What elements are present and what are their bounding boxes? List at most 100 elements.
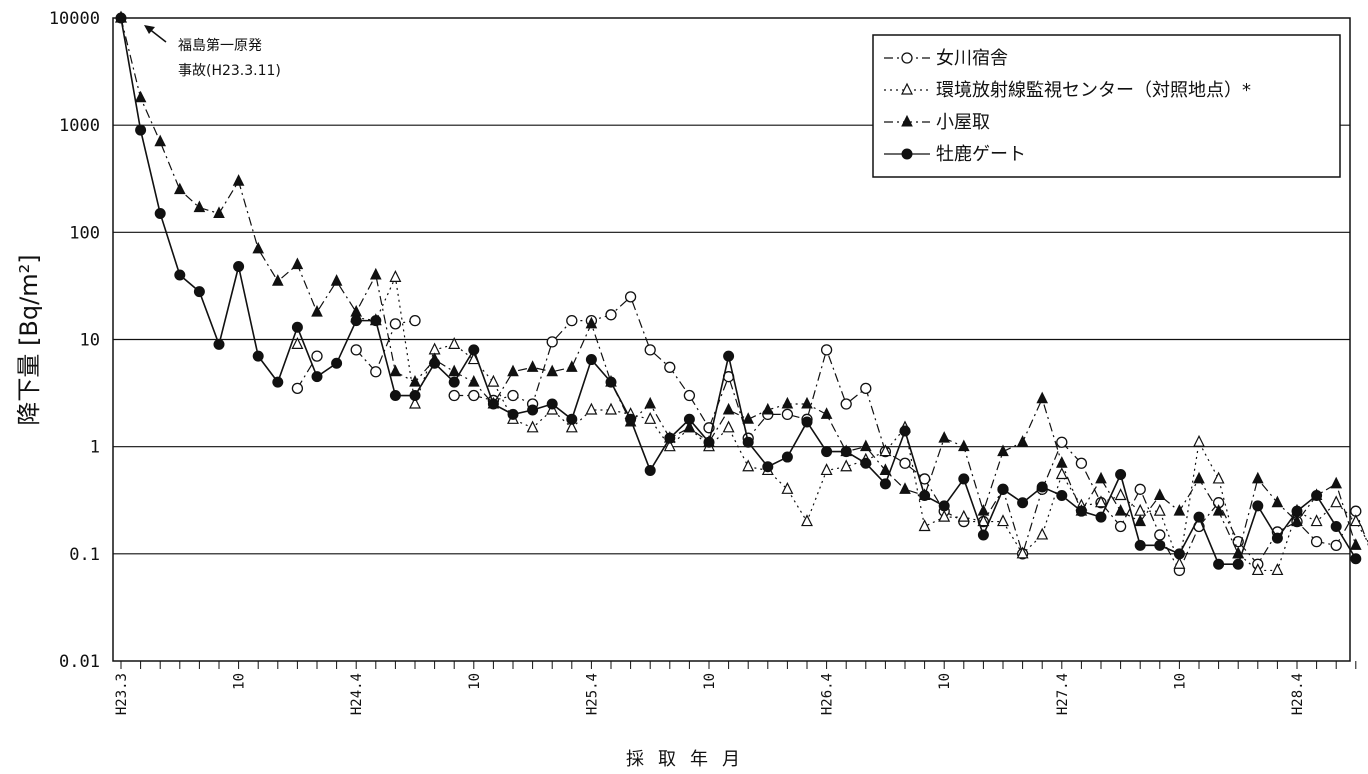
data-point: [233, 260, 245, 272]
data-point: [585, 402, 598, 415]
data-point: [154, 207, 166, 219]
data-point: [1213, 558, 1225, 570]
data-point: [350, 344, 362, 356]
data-point: [232, 174, 245, 186]
data-point: [330, 274, 343, 286]
series-layer: [115, 10, 1368, 577]
data-point: [507, 364, 519, 377]
data-point: [546, 398, 558, 410]
data-point: [1212, 471, 1225, 484]
data-point: [879, 478, 891, 490]
data-point: [977, 514, 990, 527]
data-point: [546, 336, 558, 348]
data-point: [174, 269, 186, 281]
data-point: [1271, 563, 1284, 576]
x-tick-label: 10: [232, 673, 248, 690]
data-point: [938, 500, 950, 512]
data-point: [859, 439, 872, 452]
data-point: [213, 206, 225, 218]
data-point: [487, 398, 499, 410]
data-point: [644, 396, 657, 409]
data-point: [389, 364, 402, 377]
data-point: [1134, 514, 1147, 527]
data-point: [1134, 503, 1147, 516]
series-line: [454, 295, 1368, 572]
legend-item-0: 女川宿舎: [884, 48, 1008, 69]
data-point: [899, 457, 911, 469]
data-point: [1173, 556, 1186, 569]
data-point: [487, 374, 500, 387]
data-point: [526, 420, 539, 433]
legend-label: 小屋取: [936, 112, 990, 133]
data-point: [1016, 546, 1029, 559]
data-point: [291, 257, 304, 270]
data-point: [291, 321, 303, 333]
series-0: [291, 291, 1368, 577]
data-point: [311, 371, 323, 383]
data-point: [997, 514, 1009, 527]
data-point: [1251, 563, 1264, 576]
data-point: [507, 389, 519, 402]
data-point: [1134, 539, 1146, 551]
data-point: [409, 375, 421, 387]
legend-box: [872, 34, 1341, 178]
data-point: [1095, 511, 1107, 523]
data-point: [448, 364, 461, 377]
data-point: [899, 425, 911, 437]
y-axis-ticks: 0.01 0.1 1 10 100 1000 10000: [49, 9, 100, 672]
data-point: [605, 402, 617, 415]
data-point: [291, 337, 304, 350]
data-point: [389, 390, 401, 402]
legend-item-3: 牡鹿ゲート: [884, 144, 1026, 165]
data-point: [1251, 471, 1264, 484]
data-point: [938, 431, 951, 443]
x-tick-label: H26.4: [820, 673, 836, 715]
data-point: [565, 420, 578, 433]
data-point: [957, 509, 970, 522]
y-tick-label: 10000: [49, 9, 100, 29]
data-point: [644, 344, 656, 356]
data-point: [370, 366, 382, 378]
data-point: [1173, 548, 1185, 560]
data-point: [820, 344, 833, 356]
data-point: [840, 459, 853, 472]
data-point: [821, 446, 833, 458]
data-point: [1056, 490, 1068, 502]
data-point: [1193, 471, 1205, 484]
data-point: [664, 361, 676, 373]
data-point: [722, 402, 735, 415]
data-point: [742, 436, 754, 448]
data-point: [722, 420, 735, 433]
data-point: [644, 464, 656, 476]
accident-annotation: 福島第一原発 事故(H23.3.11): [144, 25, 281, 79]
data-point: [252, 241, 265, 254]
data-point: [742, 459, 755, 472]
data-point: [448, 337, 461, 350]
data-point: [1310, 535, 1323, 548]
x-tick-label: 10: [1172, 673, 1188, 690]
data-point: [369, 267, 382, 280]
data-point: [467, 375, 480, 387]
data-point: [1095, 495, 1107, 508]
data-point: [1350, 553, 1362, 565]
y-tick-label: 1: [90, 438, 100, 458]
data-point: [389, 318, 402, 330]
data-point: [585, 354, 597, 366]
data-point: [389, 270, 402, 282]
data-point: [1016, 435, 1029, 447]
data-point: [1330, 476, 1343, 489]
data-point: [879, 444, 892, 457]
data-point: [526, 360, 539, 372]
data-point: [899, 482, 911, 494]
data-point: [879, 463, 892, 475]
data-point: [1271, 532, 1283, 544]
data-point: [761, 402, 774, 415]
x-tick-label: H24.4: [349, 673, 365, 715]
data-point: [350, 315, 362, 327]
legend-item-2: 小屋取: [884, 112, 990, 133]
annotation-arrowhead: [144, 25, 155, 34]
y-tick-label: 0.1: [69, 545, 100, 565]
y-tick-label: 100: [69, 223, 100, 243]
data-point: [820, 463, 833, 476]
data-point: [409, 396, 421, 409]
